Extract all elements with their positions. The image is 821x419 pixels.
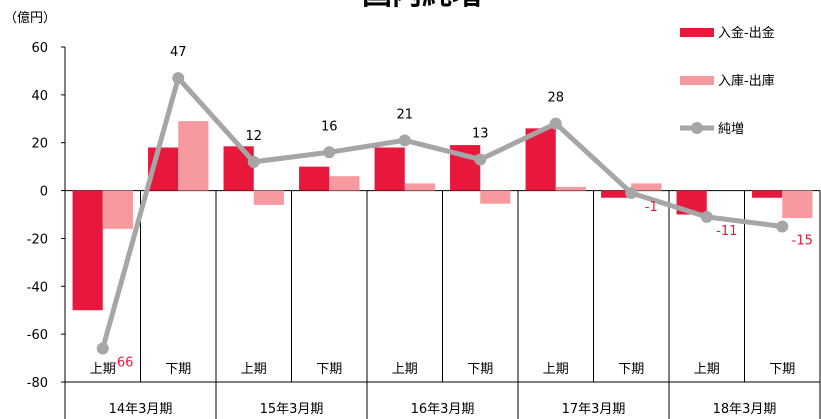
y-tick-label: -80 [27, 376, 48, 391]
unit-label: （億円） [4, 10, 56, 26]
y-tick-label: -60 [27, 328, 48, 343]
bar [253, 190, 284, 205]
y-tick-label: -20 [27, 232, 48, 247]
point [549, 117, 562, 130]
chart-title: 国内純増 [362, 0, 482, 12]
bar [404, 183, 435, 191]
bar [480, 190, 511, 204]
bar [299, 166, 330, 191]
bar [525, 128, 556, 191]
x-tick-label: 上期 [90, 362, 116, 377]
point [172, 72, 185, 85]
point [625, 186, 638, 199]
point [247, 155, 260, 168]
x-tick-label: 上期 [694, 362, 720, 377]
point [776, 220, 789, 233]
point [96, 342, 109, 355]
bar [329, 176, 360, 191]
y-tick-label: -40 [27, 280, 48, 295]
point [700, 210, 713, 223]
group-label: 15年3月期 [260, 402, 324, 417]
point [398, 134, 411, 147]
bar [102, 190, 133, 229]
legend-label: 純増 [718, 122, 744, 137]
data-label: 28 [547, 91, 564, 106]
bar [601, 190, 632, 198]
point [474, 153, 487, 166]
data-label: -66 [112, 356, 133, 371]
x-tick-label: 上期 [543, 362, 569, 377]
y-tick-label: 60 [31, 41, 48, 56]
data-label: 47 [170, 45, 187, 60]
x-tick-label: 下期 [769, 362, 795, 377]
bar [631, 183, 662, 191]
group-label: 17年3月期 [562, 402, 626, 417]
x-tick-label: 上期 [241, 362, 267, 377]
data-label: 12 [245, 129, 262, 144]
bar [223, 146, 254, 191]
data-label: 13 [472, 126, 489, 141]
bar [374, 147, 405, 191]
group-label: 18年3月期 [713, 402, 777, 417]
data-label: 16 [321, 119, 338, 134]
bar [178, 121, 209, 191]
x-tick-label: 上期 [392, 362, 418, 377]
point [323, 146, 336, 159]
legend-label: 入金-出金 [718, 25, 775, 41]
group-label: 14年3月期 [109, 402, 173, 417]
data-label: -11 [716, 224, 737, 239]
x-tick-label: 下期 [618, 362, 644, 377]
bar [72, 190, 103, 311]
x-tick-label: 下期 [467, 362, 493, 377]
data-label: -15 [792, 233, 813, 248]
legend-swatch [680, 76, 714, 85]
data-label: -1 [645, 200, 658, 215]
y-tick-label: 20 [31, 137, 48, 152]
group-label: 16年3月期 [411, 402, 475, 417]
bar [782, 190, 813, 219]
data-label: 21 [396, 107, 413, 122]
legend-label: 入庫-出庫 [718, 74, 775, 89]
line [100, 75, 783, 350]
x-tick-label: 下期 [316, 362, 342, 377]
y-tick-label: 40 [31, 89, 48, 104]
bar [752, 190, 783, 198]
bar [555, 186, 586, 191]
legend-swatch [680, 28, 714, 37]
y-tick-label: 0 [40, 185, 48, 200]
x-tick-label: 下期 [165, 362, 191, 377]
legend-swatch [691, 122, 703, 134]
